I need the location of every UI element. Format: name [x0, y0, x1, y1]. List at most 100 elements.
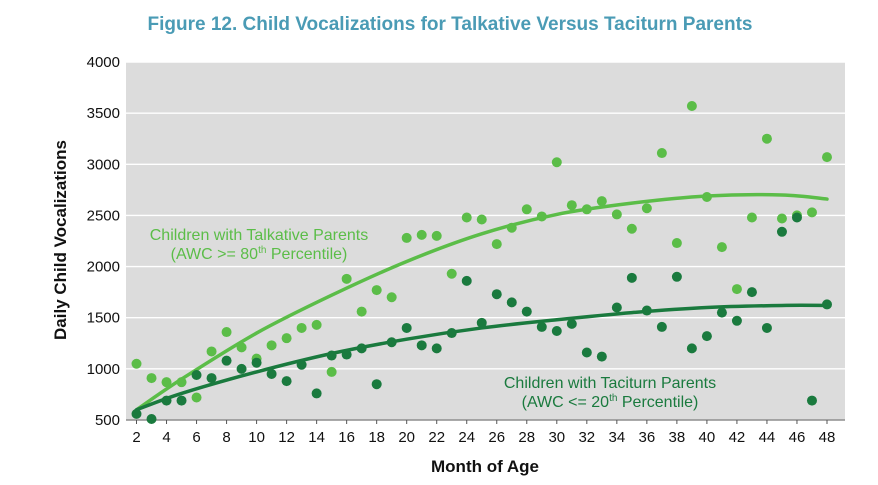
annotation-talkative-line1: Children with Talkative Parents [150, 227, 368, 244]
point-talkative [296, 322, 307, 333]
trend-line-talkative [134, 192, 829, 412]
point-talkative [701, 192, 712, 203]
point-talkative [146, 373, 157, 384]
point-taciturn [431, 343, 442, 354]
x-tick-label: 46 [789, 429, 806, 446]
x-tick-label: 2 [132, 429, 140, 446]
x-tick-label: 8 [222, 429, 230, 446]
point-taciturn [776, 226, 787, 237]
point-talkative [326, 366, 337, 377]
point-taciturn [446, 328, 457, 339]
point-taciturn [581, 347, 592, 358]
x-tick-label: 34 [608, 429, 625, 446]
point-taciturn [476, 317, 487, 328]
y-tick-label: 4000 [87, 54, 120, 71]
point-taciturn [266, 368, 277, 379]
x-tick-label: 22 [428, 429, 445, 446]
point-taciturn [761, 322, 772, 333]
x-tick-label: 26 [488, 429, 505, 446]
data-points [131, 100, 832, 424]
trend-lines [134, 192, 829, 412]
point-talkative [506, 222, 517, 233]
y-tick-label: 2500 [87, 207, 120, 224]
x-axis-label: Month of Age [431, 457, 539, 476]
annotation-taciturn-line2-pre: (AWC <= 20 [522, 394, 610, 411]
y-tick-labels: 500 1000 1500 2000 2500 3000 3500 4000 [87, 54, 120, 429]
point-taciturn [356, 343, 367, 354]
x-tick-label: 30 [548, 429, 565, 446]
point-talkative [581, 204, 592, 215]
point-talkative [281, 333, 292, 344]
point-talkative [236, 342, 247, 353]
x-tick-label: 4 [162, 429, 170, 446]
point-taciturn [206, 373, 217, 384]
annotation-taciturn-line2-post: Percentile) [617, 394, 698, 411]
plot-area [126, 62, 845, 420]
x-tick-label: 48 [819, 429, 836, 446]
point-taciturn [716, 307, 727, 318]
point-taciturn [146, 413, 157, 424]
x-tick-label: 36 [639, 429, 656, 446]
point-talkative [566, 200, 577, 211]
point-taciturn [491, 289, 502, 300]
annotation-taciturn: Children with Taciturn Parents (AWC <= 2… [504, 375, 716, 411]
point-talkative [776, 213, 787, 224]
x-tick-label: 44 [759, 429, 776, 446]
point-talkative [356, 306, 367, 317]
point-taciturn [311, 388, 322, 399]
x-tick-label: 28 [518, 429, 535, 446]
point-talkative [221, 327, 232, 338]
point-taciturn [461, 275, 472, 286]
y-axis-label: Daily Child Vocalizations [51, 140, 70, 340]
annotation-talkative-line2-post: Percentile) [266, 246, 347, 263]
x-tick-label: 10 [248, 429, 265, 446]
point-talkative [641, 203, 652, 214]
point-talkative [176, 377, 187, 388]
x-tick-label: 42 [729, 429, 746, 446]
point-talkative [446, 268, 457, 279]
point-taciturn [791, 212, 802, 223]
point-talkative [371, 285, 382, 296]
point-taciturn [671, 271, 682, 282]
point-taciturn [656, 321, 667, 332]
point-talkative [401, 232, 412, 243]
x-tick-label: 14 [308, 429, 325, 446]
x-tick-label: 38 [669, 429, 686, 446]
point-talkative [671, 238, 682, 249]
point-talkative [731, 284, 742, 295]
point-taciturn [746, 287, 757, 298]
point-talkative [431, 230, 442, 241]
point-talkative [656, 148, 667, 159]
point-talkative [596, 196, 607, 207]
point-taciturn [596, 351, 607, 362]
point-taciturn [296, 359, 307, 370]
point-taciturn [806, 395, 817, 406]
point-taciturn [176, 395, 187, 406]
x-tick-label: 20 [398, 429, 415, 446]
point-talkative [686, 100, 697, 111]
point-talkative [536, 211, 547, 222]
point-taciturn [371, 379, 382, 390]
trend-line-taciturn [134, 303, 829, 412]
point-talkative [746, 212, 757, 223]
point-taciturn [401, 322, 412, 333]
x-tick-label: 6 [192, 429, 200, 446]
x-tick-label: 12 [278, 429, 295, 446]
point-taciturn [821, 299, 832, 310]
point-taciturn [251, 357, 262, 368]
point-taciturn [236, 363, 247, 374]
point-talkative [311, 319, 322, 330]
point-talkative [491, 239, 502, 250]
y-tick-label: 3000 [87, 156, 120, 173]
point-talkative [476, 214, 487, 225]
x-tick-label: 16 [338, 429, 355, 446]
annotation-talkative-line2-pre: (AWC >= 80 [171, 246, 259, 263]
y-tick-label: 500 [95, 412, 120, 429]
point-taciturn [386, 337, 397, 348]
point-taciturn [686, 343, 697, 354]
annotation-taciturn-sup: th [609, 393, 617, 404]
point-talkative [206, 346, 217, 357]
point-taciturn [566, 318, 577, 329]
point-taciturn [281, 376, 292, 387]
y-tick-label: 1500 [87, 310, 120, 327]
